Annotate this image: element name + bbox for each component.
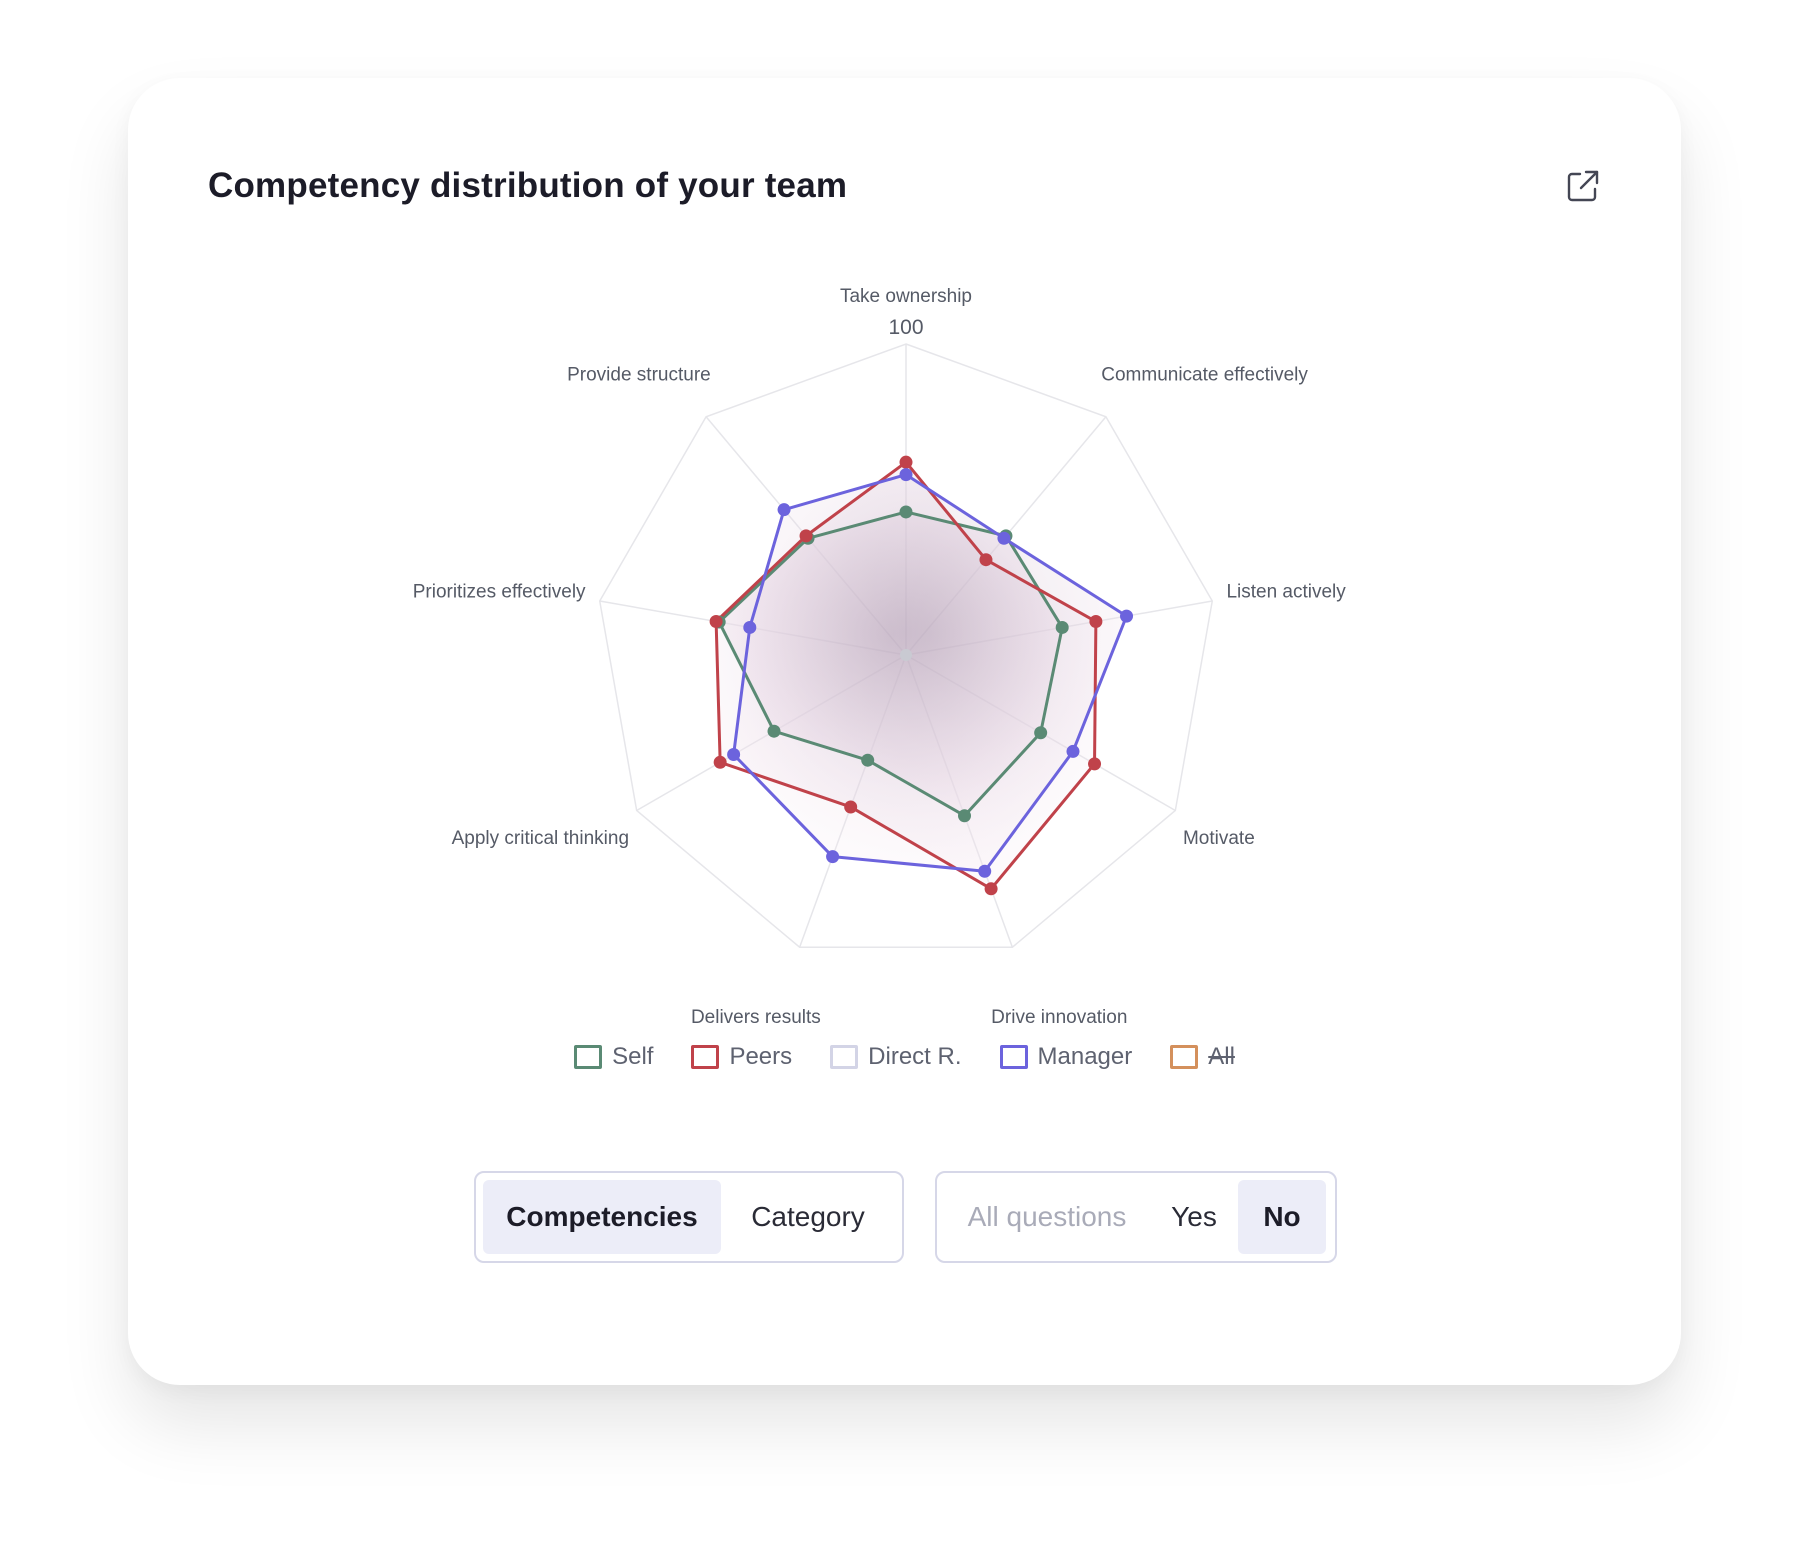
radar-grid-outline <box>598 343 1214 948</box>
data-point[interactable] <box>767 724 781 738</box>
tab-competencies[interactable]: Competencies <box>483 1180 721 1254</box>
legend-item-manager[interactable]: Manager <box>999 1043 1133 1071</box>
axis-label: Delivers results <box>691 1007 821 1028</box>
data-point[interactable] <box>1088 757 1102 771</box>
filter-yes[interactable]: Yes <box>1171 1201 1217 1232</box>
data-point[interactable] <box>1055 620 1069 634</box>
view-toggle: Competencies Category <box>474 1171 904 1263</box>
data-point[interactable] <box>997 531 1011 545</box>
filter-all-questions[interactable]: All questions <box>967 1201 1127 1232</box>
questions-toggle: All questions Yes No <box>935 1171 1337 1263</box>
legend-label: All <box>1208 1043 1235 1070</box>
data-point[interactable] <box>713 755 727 769</box>
data-point[interactable] <box>1120 609 1134 623</box>
card-title: Competency distribution of your team <box>208 166 848 205</box>
legend-swatch <box>574 1045 603 1069</box>
external-link-icon[interactable] <box>1563 166 1603 206</box>
legend-swatch <box>830 1045 859 1069</box>
radar-center <box>900 649 912 661</box>
legend-label: Direct R. <box>868 1043 962 1070</box>
data-point[interactable] <box>899 505 913 519</box>
data-point[interactable] <box>777 503 791 517</box>
data-point[interactable] <box>1089 615 1103 629</box>
axis-label: Communicate effectively <box>1101 365 1308 386</box>
legend-label: Manager <box>1037 1043 1133 1070</box>
axis-label: Provide structure <box>567 365 711 386</box>
data-point[interactable] <box>1034 726 1048 740</box>
data-point[interactable] <box>899 455 913 469</box>
data-point[interactable] <box>978 864 992 878</box>
legend-swatch <box>1170 1045 1199 1069</box>
data-point[interactable] <box>861 753 875 767</box>
legend-item-direct-r-[interactable]: Direct R. <box>830 1043 962 1071</box>
radar-chart: 100 Take ownership Communicate effectively… <box>413 286 1347 1028</box>
legend-item-self[interactable]: Self <box>574 1043 653 1071</box>
legend-swatch <box>691 1045 720 1069</box>
legend-swatch <box>999 1045 1028 1069</box>
competency-card: Competency distribution of your team 100… <box>128 78 1681 1385</box>
axis-label: Motivate <box>1183 828 1255 849</box>
axis-label: Prioritizes effectively <box>413 581 586 602</box>
data-point[interactable] <box>727 748 741 762</box>
data-point[interactable] <box>844 800 858 814</box>
data-point[interactable] <box>979 553 993 567</box>
data-point[interactable] <box>958 809 972 823</box>
legend-label: Self <box>612 1043 654 1070</box>
data-point[interactable] <box>899 468 913 482</box>
axis-label: Drive innovation <box>991 1007 1127 1028</box>
data-point[interactable] <box>709 615 723 629</box>
legend-label: Peers <box>729 1043 793 1070</box>
series-area-manager <box>733 474 1127 872</box>
axis-label: Take ownership <box>840 286 972 307</box>
legend-item-all[interactable]: All <box>1170 1043 1235 1071</box>
series-line-manager <box>732 473 1129 873</box>
tab-category[interactable]: Category <box>751 1201 865 1232</box>
legend-item-peers[interactable]: Peers <box>691 1043 792 1071</box>
data-point[interactable] <box>743 620 757 634</box>
axis-label: Apply critical thinking <box>452 828 629 849</box>
chart-legend: Self Peers Direct R. Manager All <box>128 1043 1681 1071</box>
data-point[interactable] <box>826 850 840 864</box>
data-point[interactable] <box>1066 744 1080 758</box>
filter-no[interactable]: No <box>1238 1180 1326 1254</box>
data-point[interactable] <box>799 529 813 543</box>
data-point[interactable] <box>984 882 998 896</box>
axis-label: Listen actively <box>1226 581 1346 602</box>
tick-label-max: 100 <box>888 316 923 339</box>
series-line-peers <box>714 460 1098 891</box>
